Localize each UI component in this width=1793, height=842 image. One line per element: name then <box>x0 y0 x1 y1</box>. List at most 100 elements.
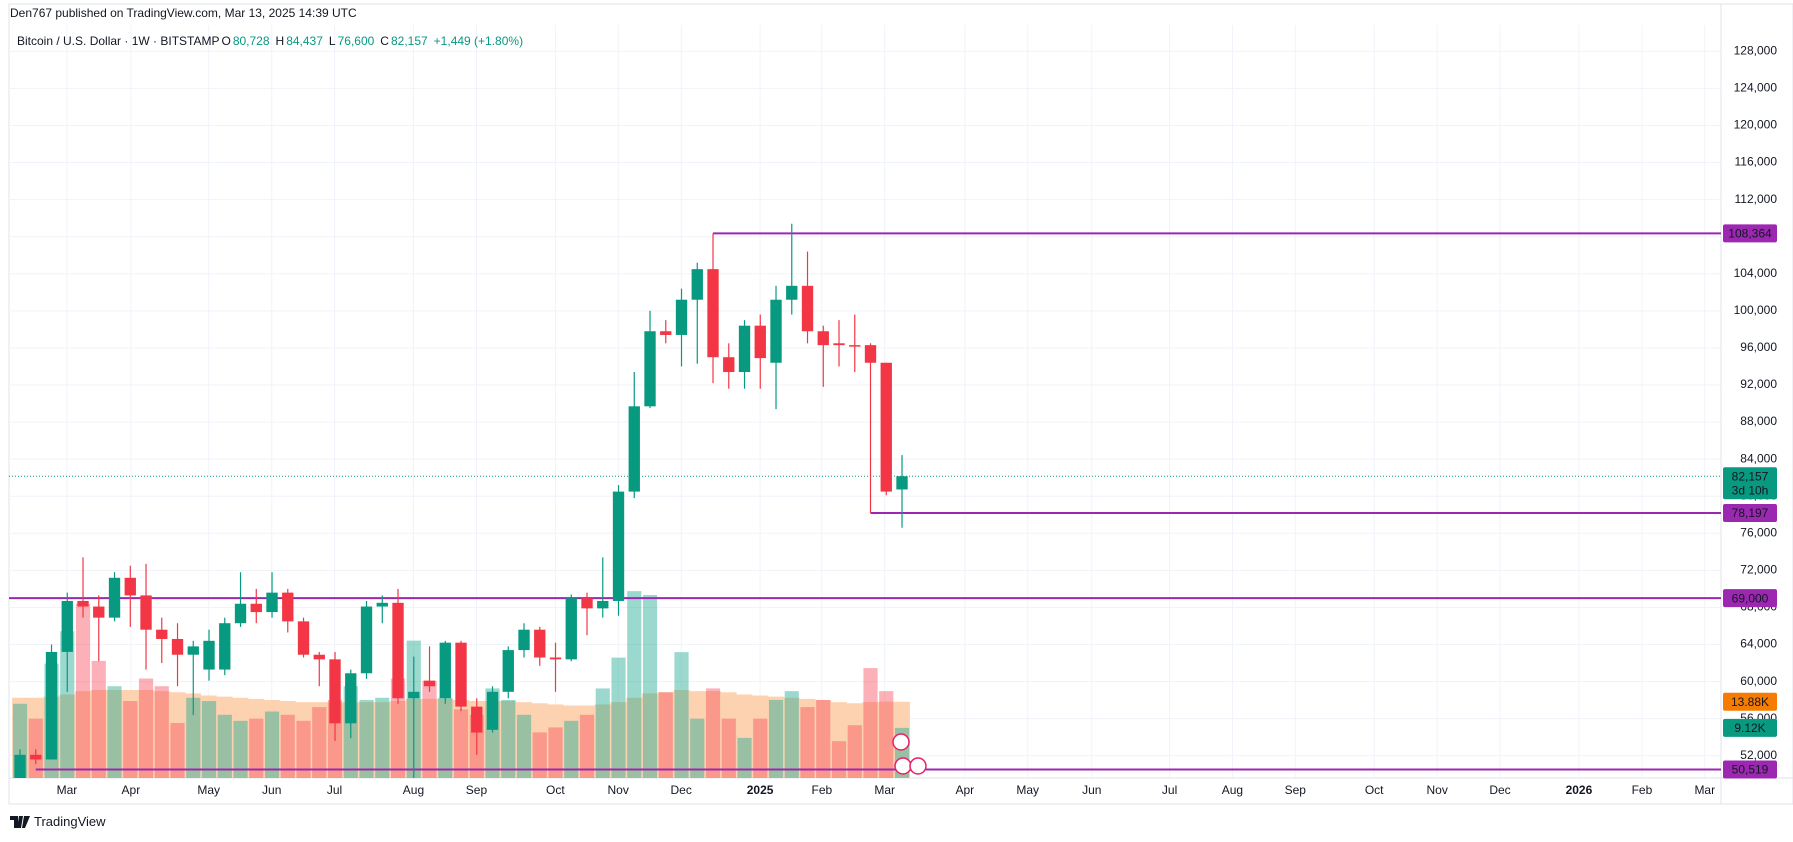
ohlc-key: L <box>328 34 336 48</box>
candle-body <box>45 651 58 760</box>
volume-bar <box>107 686 122 778</box>
volume-bar <box>532 732 547 778</box>
candle-body <box>234 603 247 624</box>
y-tick-label: 124,000 <box>1734 81 1778 95</box>
volume-bar <box>831 741 847 778</box>
volume-bar <box>422 680 437 778</box>
candle-body <box>644 331 656 407</box>
volume-bar <box>186 697 201 778</box>
x-tick-label: Dec <box>671 783 692 797</box>
volume-bar <box>217 714 232 778</box>
y-tick-label: 64,000 <box>1740 637 1777 651</box>
x-tick-label: Jul <box>327 783 342 797</box>
brand-name[interactable]: TradingView <box>34 814 106 829</box>
candle-body <box>124 577 136 596</box>
candle-body <box>581 598 593 609</box>
volume-bar <box>816 699 831 778</box>
candle-body <box>880 362 892 492</box>
volume-bar <box>170 723 185 778</box>
volume-bar <box>264 711 280 778</box>
x-tick-label: Mar <box>57 783 78 797</box>
volume-tag <box>1723 692 1777 711</box>
volume-bar <box>375 697 390 778</box>
level-tag <box>1723 503 1777 522</box>
y-tick-label: 88,000 <box>1740 414 1777 428</box>
volume-bar <box>879 691 894 778</box>
volume-bar <box>91 660 106 778</box>
volume-bar <box>579 714 595 778</box>
y-tick-label: 104,000 <box>1734 266 1778 280</box>
volume-bar <box>800 707 815 778</box>
volume-bar <box>548 727 563 778</box>
candle-body <box>329 659 341 724</box>
ohlc-key: H <box>275 34 285 48</box>
event-icon <box>892 733 910 751</box>
candle-body <box>93 606 105 618</box>
level-tag-label: 78,197 <box>1732 506 1769 520</box>
candle-body <box>896 476 908 490</box>
x-tick-label: Mar <box>1694 783 1715 797</box>
candle-body <box>817 331 829 346</box>
volume-bar <box>627 591 642 778</box>
volume-bar <box>28 718 43 778</box>
candle-body <box>439 642 451 699</box>
y-tick-label: 116,000 <box>1735 155 1778 169</box>
ohlc-value: 84,437 <box>286 34 323 48</box>
price-change: +1,449 (+1.80%) <box>433 34 524 48</box>
y-tick-label: 96,000 <box>1740 340 1777 354</box>
volume-bar <box>753 718 768 778</box>
candle-body <box>423 680 436 687</box>
x-tick-label: Dec <box>1489 783 1510 797</box>
x-tick-label: Aug <box>1222 783 1243 797</box>
candle-body <box>376 602 388 607</box>
level-tag <box>1723 589 1777 608</box>
volume-bar <box>516 714 532 778</box>
volume-bar <box>390 678 406 778</box>
x-tick-label: Feb <box>812 783 833 797</box>
x-tick-label: Nov <box>608 783 629 797</box>
volume-bar <box>75 603 91 778</box>
x-tick-label: Aug <box>403 783 424 797</box>
x-tick-label: May <box>197 783 220 797</box>
candle-body <box>786 285 798 300</box>
y-tick-label: 112,000 <box>1735 192 1778 206</box>
candle-body <box>77 600 89 607</box>
candle-body <box>549 657 562 660</box>
candle-body <box>502 650 514 692</box>
symbol-legend: Bitcoin / U.S. Dollar · 1W · BITSTAMP O 8… <box>17 34 525 48</box>
x-tick-label: Sep <box>1285 783 1307 797</box>
candle-body <box>140 595 152 630</box>
candle-body <box>455 642 467 707</box>
candle-body <box>471 706 483 733</box>
level-tag-label: 108,364 <box>1728 226 1772 240</box>
y-tick-label: 128,000 <box>1734 43 1778 57</box>
candle-body <box>660 331 672 335</box>
x-tick-label: Nov <box>1427 783 1448 797</box>
ohlc-key: O <box>221 34 231 48</box>
candle-body <box>30 754 42 760</box>
candle-body <box>313 654 325 660</box>
candle-body <box>565 598 577 660</box>
x-tick-label: Oct <box>1365 783 1384 797</box>
volume-tag-label: 13.88K <box>1731 695 1769 709</box>
y-tick-label: 100,000 <box>1734 303 1778 317</box>
x-tick-label: Jul <box>1162 783 1177 797</box>
volume-bar <box>768 699 784 778</box>
volume-bar <box>154 686 169 778</box>
volume-bar <box>280 714 295 778</box>
candles <box>14 223 908 778</box>
event-icon <box>894 757 912 775</box>
volume-bar <box>642 594 658 778</box>
publisher-line: Den767 published on TradingView.com, Mar… <box>10 6 357 20</box>
x-tick-label: Jun <box>262 783 281 797</box>
symbol-title: Bitcoin / U.S. Dollar · 1W · BITSTAMP <box>17 34 220 48</box>
volume-bar <box>658 692 673 778</box>
y-tick-label: 60,000 <box>1740 674 1777 688</box>
y-tick-label: 84,000 <box>1740 451 1777 465</box>
candle-body <box>707 269 719 358</box>
candle-body <box>345 673 357 724</box>
x-tick-label: Mar <box>874 783 895 797</box>
volume-bar <box>847 725 862 778</box>
candle-body <box>61 600 73 652</box>
level-tag <box>1723 760 1777 779</box>
